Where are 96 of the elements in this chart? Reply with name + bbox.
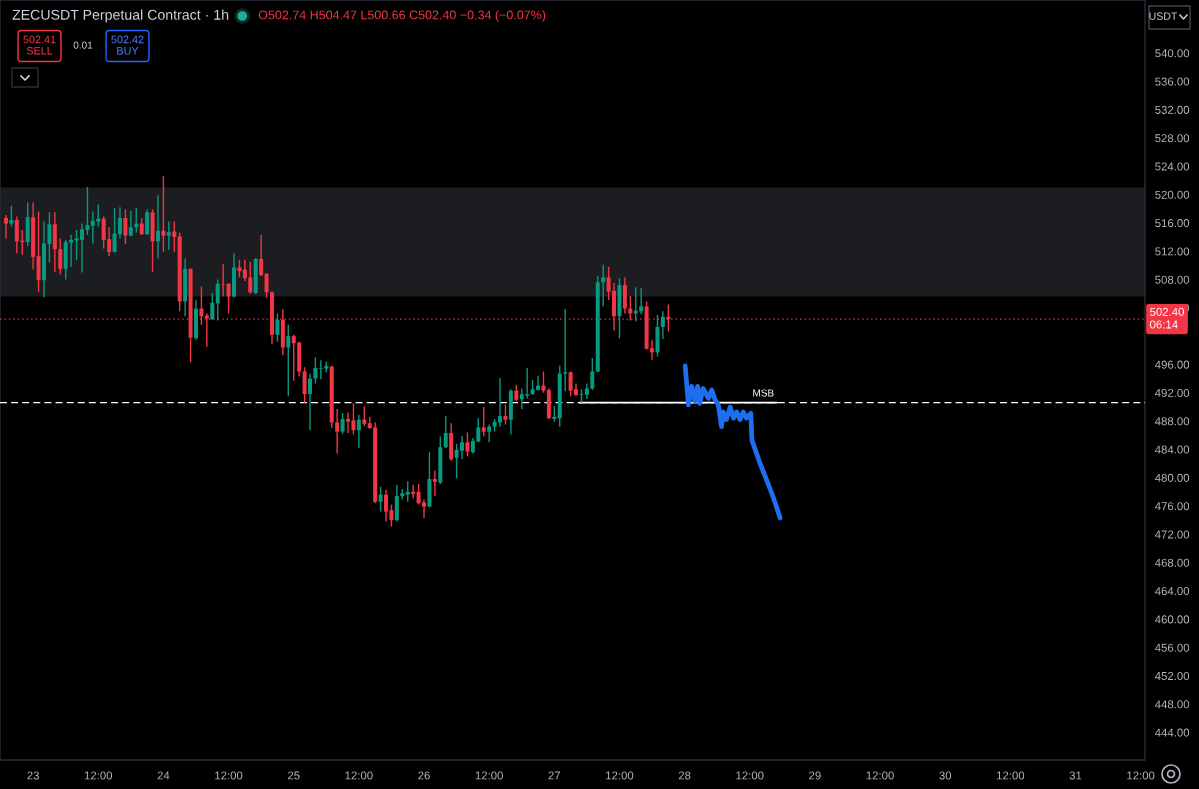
y-tick-label: 492.00 (1154, 388, 1190, 397)
candlestick (660, 310, 665, 340)
candlestick (9, 205, 14, 228)
candlestick (221, 263, 226, 298)
x-tick-label: 29 (809, 771, 821, 780)
candlestick (264, 272, 269, 299)
x-tick-label: 26 (418, 771, 430, 780)
candlestick (346, 411, 351, 434)
candlestick (259, 234, 264, 277)
candlestick (3, 214, 8, 240)
candlestick (498, 377, 503, 428)
candlestick (128, 210, 133, 238)
annotation: 0.01 (73, 41, 93, 49)
y-tick-label: 460.00 (1154, 615, 1190, 624)
candlestick (432, 469, 437, 497)
y-tick-label: 452.00 (1154, 671, 1190, 681)
x-tick-label: 30 (939, 771, 952, 780)
candlestick (639, 287, 644, 315)
candlestick (14, 215, 19, 255)
x-tick-label: 12:00 (866, 771, 894, 780)
x-tick-label: 12:00 (345, 771, 373, 780)
candlestick (465, 431, 470, 458)
candlestick (145, 208, 150, 236)
x-tick-label: 27 (548, 771, 561, 780)
candlestick (117, 206, 122, 240)
candlestick (226, 282, 231, 315)
candlestick (356, 413, 361, 449)
x-tick-label: 12:00 (736, 771, 764, 780)
y-tick-label: 536.00 (1155, 77, 1190, 86)
candlestick (210, 292, 215, 321)
annotation: 502.41 SELL (23, 35, 56, 55)
candlestick (90, 210, 95, 245)
candlestick (172, 220, 177, 253)
y-tick-label: 448.00 (1154, 700, 1190, 709)
annotation: O502.74 H504.47 L500.66 C502.40 −0.34 (−0.07%) (258, 10, 546, 22)
candlestick (215, 278, 220, 322)
y-tick-label: 532.00 (1155, 105, 1190, 114)
y-tick-label: 524.00 (1155, 162, 1190, 171)
candlestick (443, 415, 448, 449)
candlestick (601, 263, 606, 308)
y-tick-label: 512.00 (1155, 247, 1190, 256)
candlestick (563, 308, 568, 393)
y-tick-label: 516.00 (1155, 219, 1190, 228)
candlestick (123, 208, 128, 245)
candlestick (58, 237, 63, 276)
x-tick-label: 12:00 (475, 771, 503, 780)
candlestick (161, 175, 166, 253)
x-tick-label: 24 (157, 771, 170, 780)
y-tick-label: 488.00 (1154, 417, 1190, 426)
candlestick (166, 220, 171, 251)
candlestick (335, 408, 340, 455)
x-tick-label: 12:00 (84, 771, 113, 780)
y-tick-label: 464.00 (1154, 587, 1190, 596)
x-tick-label: 12:00 (215, 771, 243, 780)
x-tick-label: 23 (27, 771, 39, 780)
y-tick-label: 456.00 (1154, 643, 1190, 652)
candlestick (155, 194, 160, 259)
candlestick (590, 357, 595, 391)
candlestick (362, 405, 367, 427)
y-tick-label: 520.00 (1155, 190, 1190, 199)
annotation: 502.42 BUY (111, 35, 144, 55)
series-label: MSB (753, 389, 774, 397)
y-tick-label: 540.00 (1155, 49, 1190, 58)
candlestick (340, 412, 345, 435)
candlestick (481, 406, 486, 438)
x-tick-label: 28 (678, 771, 691, 780)
y-tick-label: 472.00 (1154, 530, 1190, 539)
y-tick-label: 528.00 (1155, 134, 1190, 143)
candlestick (503, 404, 508, 426)
y-tick-label: 480.00 (1154, 473, 1190, 482)
x-tick-label: 12:00 (1127, 771, 1155, 780)
y-tick-label: 468.00 (1154, 558, 1190, 567)
candlestick (378, 486, 383, 513)
x-tick-label: 25 (287, 771, 300, 780)
x-tick-label: 12:00 (996, 771, 1025, 780)
text: ZECUSDT Perpetual Contract · 1h (12, 9, 229, 23)
candlestick (541, 370, 546, 394)
candlestick (384, 488, 389, 523)
y-tick-label: 484.00 (1154, 445, 1190, 454)
y-tick-label: 476.00 (1154, 502, 1190, 511)
candlestick (112, 207, 117, 254)
y-tick-label: 508.00 (1155, 275, 1190, 284)
candlestick (487, 423, 492, 443)
y-tick-label: 496.00 (1154, 360, 1190, 369)
candlestick (286, 324, 291, 397)
candlestick (313, 356, 318, 385)
candlestick (405, 480, 410, 503)
x-tick-label: 31 (1069, 771, 1082, 780)
candlestick (302, 366, 307, 404)
candlestick (622, 276, 627, 315)
candlestick (275, 312, 280, 343)
y-tick-label: 444.00 (1154, 728, 1190, 737)
candlestick (307, 372, 313, 431)
x-tick-label: 12:00 (606, 771, 634, 780)
ref-line-label: 502.40 06:14 (1150, 307, 1184, 329)
text: USDT (1149, 12, 1178, 20)
